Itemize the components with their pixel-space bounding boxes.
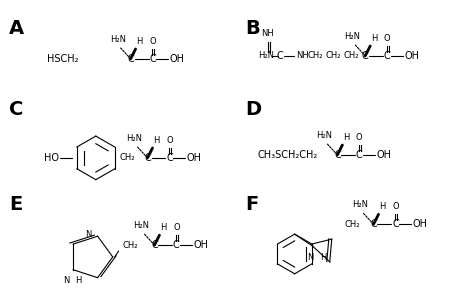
Text: CH₂: CH₂	[343, 51, 359, 60]
Text: H: H	[161, 223, 167, 232]
Text: F: F	[245, 194, 258, 213]
Text: OH: OH	[169, 54, 184, 64]
Text: NH: NH	[296, 51, 309, 60]
Text: C: C	[151, 240, 158, 250]
Text: O: O	[149, 37, 156, 46]
Text: OH: OH	[186, 153, 201, 163]
Text: C: C	[334, 150, 341, 160]
Text: C: C	[149, 54, 156, 64]
Text: C: C	[362, 51, 369, 61]
Text: N: N	[85, 230, 91, 239]
Text: C: C	[356, 150, 363, 160]
Text: C: C	[276, 51, 283, 61]
Text: E: E	[9, 194, 23, 213]
Text: H: H	[75, 276, 82, 285]
Text: CH₂: CH₂	[120, 153, 135, 162]
Text: H: H	[154, 136, 160, 145]
Text: CH₂: CH₂	[123, 241, 138, 250]
Text: B: B	[245, 19, 260, 38]
Text: H: H	[343, 133, 350, 142]
Text: H: H	[371, 34, 378, 43]
Text: H: H	[380, 202, 386, 211]
Text: NH: NH	[262, 29, 274, 38]
Text: H₂N: H₂N	[258, 51, 274, 60]
Text: HSCH₂: HSCH₂	[47, 54, 79, 64]
Text: O: O	[392, 202, 399, 211]
Text: C: C	[173, 240, 180, 250]
Text: CH₃SCH₂CH₂: CH₃SCH₂CH₂	[258, 150, 318, 160]
Text: N: N	[307, 253, 314, 262]
Text: D: D	[245, 100, 261, 119]
Text: C: C	[144, 153, 151, 163]
Text: O: O	[173, 223, 180, 232]
Text: OH: OH	[404, 51, 419, 61]
Text: OH: OH	[412, 219, 427, 229]
Text: H₂N: H₂N	[109, 35, 126, 44]
Text: HO: HO	[44, 153, 59, 163]
Text: OH: OH	[376, 150, 391, 160]
Text: C: C	[9, 100, 24, 119]
Text: H: H	[320, 253, 327, 262]
Text: C: C	[370, 219, 377, 229]
Text: O: O	[166, 136, 173, 145]
Text: H₂N: H₂N	[127, 134, 143, 143]
Text: H₂N: H₂N	[353, 200, 369, 209]
Text: N: N	[63, 276, 69, 285]
Text: O: O	[356, 133, 363, 142]
Text: O: O	[384, 34, 391, 43]
Text: CH₂: CH₂	[326, 51, 341, 60]
Text: C: C	[392, 219, 399, 229]
Text: H₂N: H₂N	[317, 131, 332, 140]
Text: H₂N: H₂N	[344, 32, 360, 41]
Text: H₂N: H₂N	[134, 221, 150, 230]
Text: H: H	[137, 37, 143, 46]
Text: C: C	[127, 54, 134, 64]
Text: C: C	[166, 153, 173, 163]
Text: A: A	[9, 19, 25, 38]
Text: CH₂: CH₂	[345, 220, 360, 229]
Text: CH₂: CH₂	[308, 51, 323, 60]
Text: OH: OH	[193, 240, 208, 250]
Text: C: C	[384, 51, 391, 61]
